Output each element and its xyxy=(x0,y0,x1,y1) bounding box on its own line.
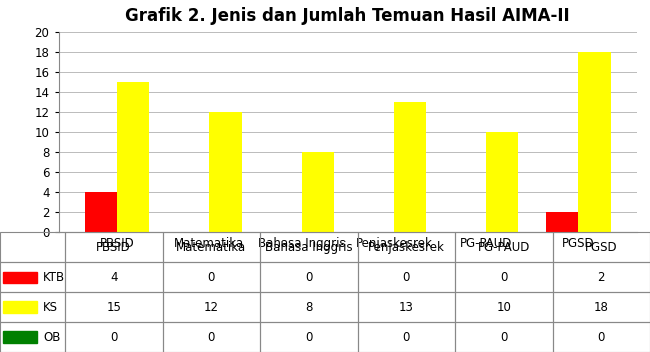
Bar xyxy=(358,262,455,292)
Bar xyxy=(546,212,578,232)
Text: 0: 0 xyxy=(500,331,508,344)
Text: PGSD: PGSD xyxy=(585,241,618,254)
Text: KTB: KTB xyxy=(43,271,66,284)
Text: 10: 10 xyxy=(497,301,511,314)
Bar xyxy=(0,232,65,262)
Text: 4: 4 xyxy=(110,271,118,284)
Bar xyxy=(65,292,162,322)
Bar xyxy=(358,232,455,262)
Text: 0: 0 xyxy=(305,271,313,284)
Text: 18: 18 xyxy=(594,301,608,314)
Text: PBSID: PBSID xyxy=(96,241,131,254)
Bar xyxy=(358,322,455,352)
Bar xyxy=(260,262,358,292)
Text: 0: 0 xyxy=(207,331,215,344)
Text: PG-PAUD: PG-PAUD xyxy=(478,241,530,254)
Text: Penjaskesrek: Penjaskesrek xyxy=(368,241,445,254)
Bar xyxy=(578,52,611,232)
Text: Bahasa Inggris: Bahasa Inggris xyxy=(265,241,352,254)
Text: 13: 13 xyxy=(399,301,413,314)
Bar xyxy=(117,82,150,232)
Text: Matematika: Matematika xyxy=(176,241,246,254)
Bar xyxy=(65,232,162,262)
Bar xyxy=(3,301,37,313)
Text: 0: 0 xyxy=(305,331,313,344)
Bar xyxy=(162,292,260,322)
Bar xyxy=(65,322,162,352)
Text: 0: 0 xyxy=(500,271,508,284)
Bar xyxy=(455,232,552,262)
Bar xyxy=(394,102,426,232)
Text: 2: 2 xyxy=(597,271,605,284)
Bar xyxy=(0,322,65,352)
Text: 0: 0 xyxy=(110,331,118,344)
Bar xyxy=(260,322,358,352)
Bar xyxy=(260,232,358,262)
Text: 0: 0 xyxy=(207,271,215,284)
Bar xyxy=(3,331,37,343)
Text: 8: 8 xyxy=(305,301,313,314)
Text: 0: 0 xyxy=(402,331,410,344)
Bar xyxy=(162,262,260,292)
Bar xyxy=(3,271,37,283)
Bar xyxy=(209,112,242,232)
Bar xyxy=(552,322,650,352)
Bar xyxy=(260,292,358,322)
Text: 0: 0 xyxy=(402,271,410,284)
Text: 0: 0 xyxy=(597,331,605,344)
Bar xyxy=(552,292,650,322)
Bar xyxy=(455,292,552,322)
Bar xyxy=(552,262,650,292)
Bar xyxy=(65,262,162,292)
Bar xyxy=(455,262,552,292)
Bar xyxy=(302,152,334,232)
Bar xyxy=(162,322,260,352)
Bar xyxy=(552,232,650,262)
Text: KS: KS xyxy=(43,301,58,314)
Bar xyxy=(0,262,65,292)
Text: OB: OB xyxy=(43,331,60,344)
Bar xyxy=(358,292,455,322)
Text: 15: 15 xyxy=(107,301,121,314)
Bar xyxy=(455,322,552,352)
Bar xyxy=(84,192,117,232)
Text: 12: 12 xyxy=(203,301,219,314)
Title: Grafik 2. Jenis dan Jumlah Temuan Hasil AIMA-II: Grafik 2. Jenis dan Jumlah Temuan Hasil … xyxy=(125,7,570,25)
Bar xyxy=(0,292,65,322)
Bar xyxy=(162,232,260,262)
Bar xyxy=(486,132,519,232)
